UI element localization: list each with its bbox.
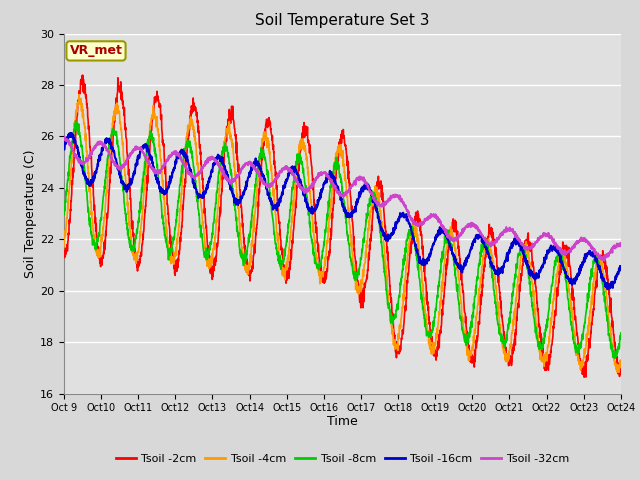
Tsoil -32cm: [358, 176, 366, 181]
Tsoil -4cm: [615, 370, 623, 375]
Line: Tsoil -16cm: Tsoil -16cm: [64, 133, 621, 289]
Tsoil -4cm: [359, 272, 367, 278]
Tsoil -16cm: [60, 144, 68, 149]
Tsoil -32cm: [568, 245, 575, 251]
Tsoil -16cm: [359, 184, 367, 190]
Tsoil -16cm: [216, 156, 223, 161]
Tsoil -8cm: [60, 212, 68, 217]
Tsoil -16cm: [371, 200, 379, 205]
Line: Tsoil -8cm: Tsoil -8cm: [64, 121, 621, 358]
Tsoil -32cm: [583, 239, 591, 244]
Tsoil -8cm: [584, 302, 591, 308]
Tsoil -4cm: [216, 187, 223, 193]
Tsoil -8cm: [568, 326, 575, 332]
Line: Tsoil -2cm: Tsoil -2cm: [64, 75, 621, 377]
Tsoil -32cm: [60, 133, 68, 139]
Tsoil -2cm: [580, 374, 588, 380]
Tsoil -16cm: [568, 279, 575, 285]
Tsoil -2cm: [584, 352, 591, 358]
Tsoil -4cm: [75, 92, 83, 97]
Tsoil -32cm: [600, 258, 608, 264]
Tsoil -16cm: [67, 130, 74, 136]
Tsoil -2cm: [79, 72, 86, 78]
Tsoil -16cm: [604, 287, 611, 292]
Tsoil -32cm: [617, 240, 625, 246]
Tsoil -8cm: [72, 118, 79, 124]
Tsoil -4cm: [371, 183, 379, 189]
Tsoil -8cm: [371, 195, 379, 201]
Line: Tsoil -4cm: Tsoil -4cm: [64, 95, 621, 372]
Title: Soil Temperature Set 3: Soil Temperature Set 3: [255, 13, 429, 28]
Tsoil -8cm: [617, 330, 625, 336]
Tsoil -32cm: [371, 197, 378, 203]
Y-axis label: Soil Temperature (C): Soil Temperature (C): [24, 149, 37, 278]
Text: VR_met: VR_met: [70, 44, 122, 58]
Tsoil -4cm: [504, 355, 512, 360]
Tsoil -4cm: [60, 243, 68, 249]
Tsoil -2cm: [216, 213, 223, 218]
Legend: Tsoil -2cm, Tsoil -4cm, Tsoil -8cm, Tsoil -16cm, Tsoil -32cm: Tsoil -2cm, Tsoil -4cm, Tsoil -8cm, Tsoi…: [111, 450, 573, 468]
X-axis label: Time: Time: [327, 415, 358, 428]
Tsoil -2cm: [504, 356, 512, 362]
Tsoil -2cm: [617, 368, 625, 374]
Tsoil -2cm: [568, 276, 575, 282]
Tsoil -16cm: [617, 264, 625, 270]
Tsoil -4cm: [568, 305, 575, 311]
Tsoil -8cm: [359, 246, 367, 252]
Tsoil -8cm: [504, 326, 512, 332]
Line: Tsoil -32cm: Tsoil -32cm: [64, 136, 621, 261]
Tsoil -16cm: [504, 252, 512, 257]
Tsoil -4cm: [617, 360, 625, 365]
Tsoil -4cm: [584, 333, 591, 338]
Tsoil -8cm: [611, 355, 618, 361]
Tsoil -32cm: [504, 226, 512, 232]
Tsoil -2cm: [60, 252, 68, 258]
Tsoil -16cm: [584, 251, 591, 256]
Tsoil -2cm: [371, 196, 379, 202]
Tsoil -32cm: [216, 163, 223, 168]
Tsoil -8cm: [216, 163, 223, 169]
Tsoil -2cm: [359, 293, 367, 299]
